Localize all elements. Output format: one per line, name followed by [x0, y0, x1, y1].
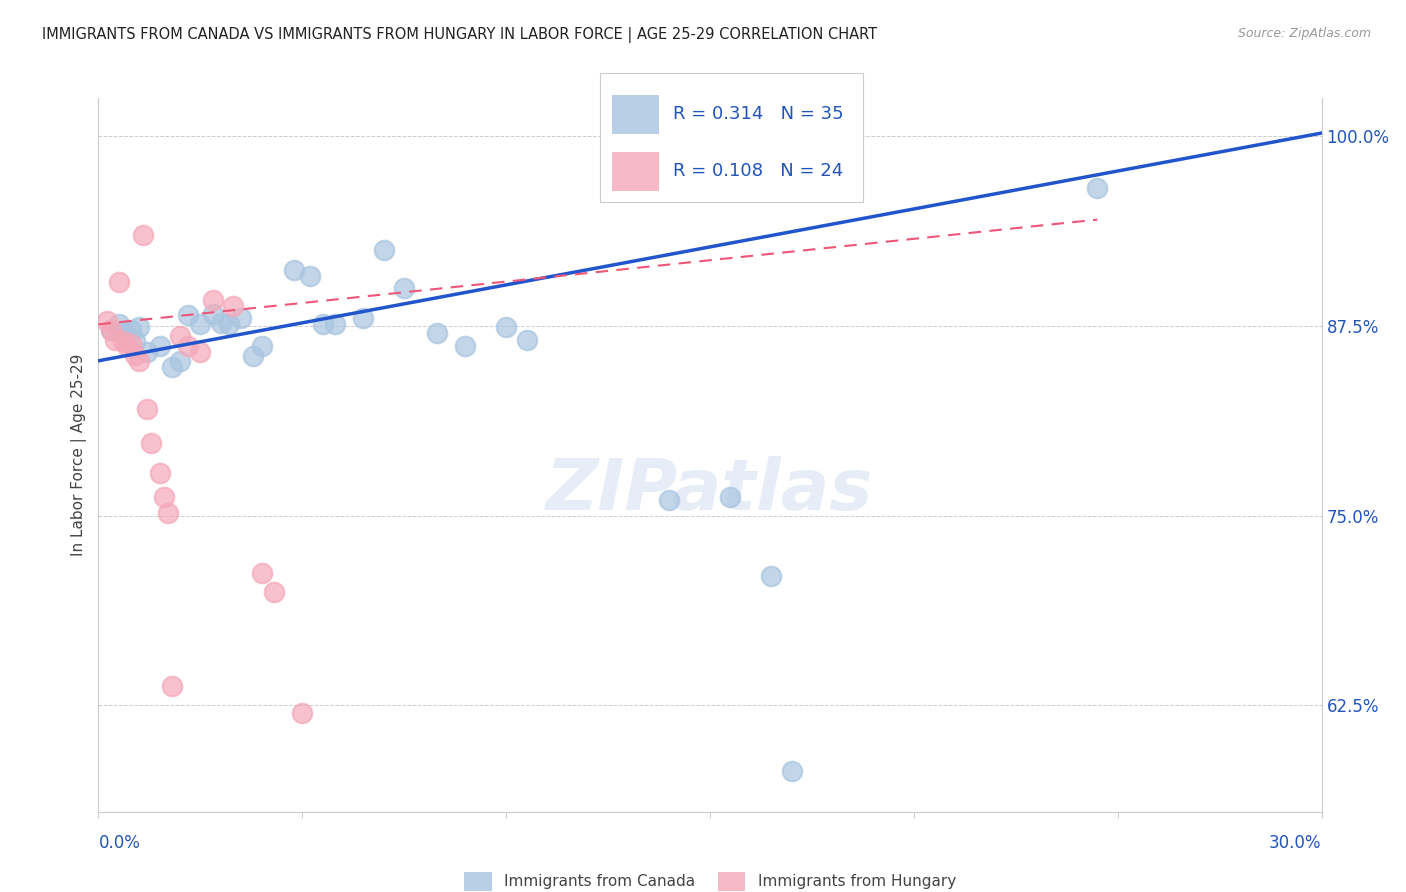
- Point: [188, 318, 212, 332]
- Point: [201, 293, 224, 307]
- Point: [218, 318, 240, 332]
- Point: [136, 402, 159, 417]
- Point: [373, 243, 395, 257]
- Point: [100, 323, 122, 337]
- Point: [250, 566, 273, 581]
- Point: [516, 333, 538, 347]
- Point: [108, 318, 131, 332]
- Point: [156, 506, 179, 520]
- Point: [323, 318, 346, 332]
- Point: [100, 323, 122, 337]
- Point: [169, 329, 191, 343]
- Point: [250, 338, 273, 352]
- Point: [115, 338, 138, 352]
- Point: [111, 326, 134, 341]
- Point: [426, 326, 449, 341]
- Point: [392, 281, 416, 295]
- Point: [1085, 180, 1108, 194]
- Point: [177, 308, 200, 322]
- Bar: [612, 152, 658, 191]
- Point: [120, 323, 142, 337]
- Bar: [612, 95, 658, 134]
- Text: R = 0.314   N = 35: R = 0.314 N = 35: [673, 105, 844, 123]
- Y-axis label: In Labor Force | Age 25-29: In Labor Force | Age 25-29: [72, 354, 87, 556]
- Point: [108, 275, 131, 289]
- Point: [177, 338, 200, 352]
- Point: [209, 316, 232, 330]
- Point: [141, 435, 163, 450]
- Point: [132, 227, 155, 242]
- Point: [96, 314, 118, 328]
- Point: [128, 353, 150, 368]
- Point: [169, 353, 191, 368]
- Point: [263, 584, 285, 599]
- Point: [780, 764, 803, 778]
- Point: [188, 344, 212, 359]
- Point: [149, 338, 172, 352]
- Point: [149, 466, 172, 480]
- Legend: Immigrants from Canada, Immigrants from Hungary: Immigrants from Canada, Immigrants from …: [458, 866, 962, 892]
- Point: [720, 491, 742, 505]
- Point: [152, 491, 174, 505]
- Point: [160, 359, 183, 374]
- Point: [761, 569, 783, 583]
- FancyBboxPatch shape: [600, 73, 863, 202]
- Text: R = 0.108   N = 24: R = 0.108 N = 24: [673, 162, 844, 180]
- Point: [291, 706, 314, 720]
- Point: [120, 337, 142, 351]
- Point: [104, 333, 127, 347]
- Point: [124, 348, 146, 362]
- Text: ZIPatlas: ZIPatlas: [547, 456, 873, 525]
- Point: [242, 349, 264, 363]
- Point: [231, 311, 253, 326]
- Point: [160, 679, 183, 693]
- Point: [128, 320, 150, 334]
- Text: IMMIGRANTS FROM CANADA VS IMMIGRANTS FROM HUNGARY IN LABOR FORCE | AGE 25-29 COR: IMMIGRANTS FROM CANADA VS IMMIGRANTS FRO…: [42, 27, 877, 43]
- Point: [495, 320, 517, 334]
- Point: [454, 338, 477, 352]
- Text: 30.0%: 30.0%: [1270, 834, 1322, 852]
- Point: [658, 493, 681, 508]
- Point: [124, 334, 146, 348]
- Point: [222, 299, 245, 313]
- Point: [283, 262, 305, 277]
- Point: [312, 318, 335, 332]
- Text: 0.0%: 0.0%: [98, 834, 141, 852]
- Point: [352, 311, 374, 326]
- Point: [115, 329, 138, 343]
- Point: [299, 268, 322, 283]
- Point: [111, 334, 134, 348]
- Point: [201, 307, 224, 321]
- Text: Source: ZipAtlas.com: Source: ZipAtlas.com: [1237, 27, 1371, 40]
- Point: [136, 344, 159, 359]
